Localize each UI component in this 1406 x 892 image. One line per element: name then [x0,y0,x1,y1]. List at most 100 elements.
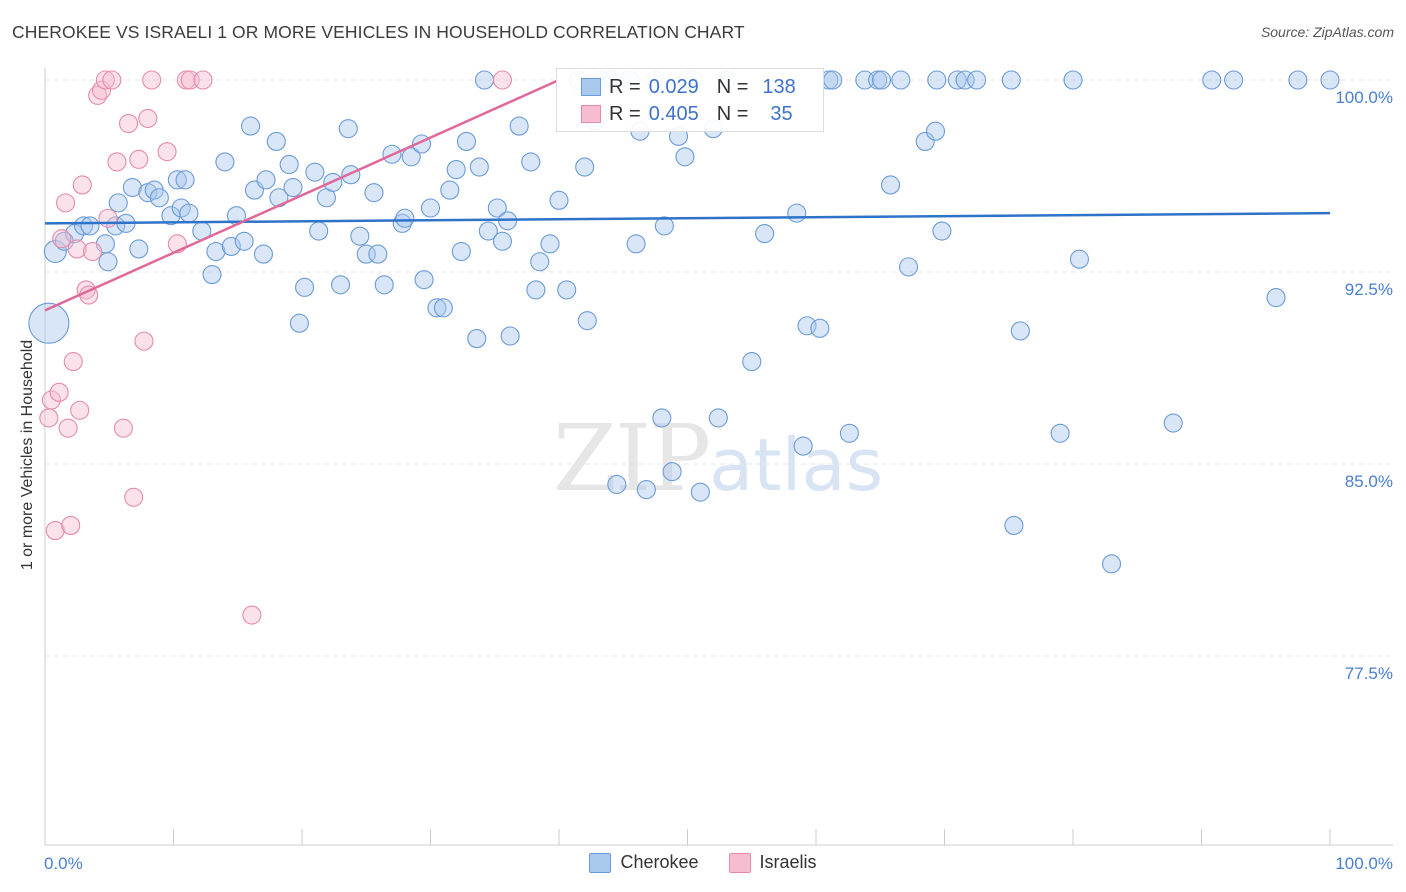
israelis-point [193,70,213,90]
cherokee-point [202,265,222,285]
cherokee-point [577,311,597,331]
cherokee-point [891,70,911,90]
israelis-point [49,382,69,402]
cherokee-point [253,244,274,264]
tick-labels: 100.0% 92.5% 85.0% 77.5% 0.0% 100.0% [44,88,1393,873]
cherokee-point [810,318,830,338]
cherokee-point [374,275,394,295]
stats-legend: R = 0.029 N = 138 R = 0.405 N = 35 [556,68,824,132]
cherokee-point [420,198,441,218]
cherokee-point [234,231,254,251]
cherokee-point [474,70,495,90]
cherokee-point [708,408,728,428]
cherokee-point [955,70,975,90]
cherokee-point [350,226,370,246]
legend-label-cherokee: Cherokee [620,852,699,872]
cherokee-point [305,162,325,182]
cherokee-point [1102,554,1122,574]
cherokee-point [487,198,507,218]
cherokee-point [221,236,241,256]
israelis-point [102,70,122,90]
cherokee-point [395,208,415,228]
cherokee-point [607,474,627,495]
israelis-point [91,80,112,100]
israelis-point [113,418,133,438]
israelis-point [95,70,115,90]
gridlines [45,79,1393,657]
cherokee-point [108,193,128,213]
cherokee-point [469,157,489,177]
cherokee-point [206,241,226,262]
cherokee-point [652,408,672,428]
cherokee-point [167,170,187,190]
cherokee-point [175,170,195,190]
axes [44,68,1393,846]
israelis-point [242,605,262,625]
cherokee-point [787,203,807,223]
cherokee-point [898,257,919,277]
legend-label-israelis: Israelis [759,852,817,872]
israelis-point [72,175,92,195]
cherokee-point [626,234,646,254]
cherokee-point [478,221,498,241]
israelis-point [138,108,158,128]
cherokee-point [1069,249,1089,269]
cherokee-point [880,175,901,195]
cherokee-point [279,154,299,175]
cherokee-point [1202,70,1222,90]
israelis-point [41,390,61,410]
cherokee-point [540,234,560,254]
cherokee-point [289,313,309,333]
cherokee-point [492,231,513,251]
israelis-point [98,208,118,228]
israelis-point [52,229,72,249]
cherokee-point [793,436,813,456]
n-key: N = [716,75,749,98]
cherokee-point [1050,423,1070,443]
israelis-point [492,70,513,90]
israelis-point [157,142,177,162]
cherokee-point [662,462,682,482]
cherokee-point [256,170,276,190]
cherokee-point [932,221,952,241]
israelis-point [82,241,103,262]
cherokee-point [654,216,674,236]
cherokee-point [675,147,695,167]
cherokee-point [509,116,529,136]
cherokee-point [1001,70,1021,90]
cherokee-point [295,277,315,297]
source-label: Source: ZipAtlas.com [1260,24,1394,40]
cherokee-point [636,480,656,500]
stats-row-cherokee: R = 0.029 N = 138 [581,74,796,100]
cherokee-point [1063,70,1083,90]
series-legend: Cherokee Israelis [0,852,1406,873]
chart-title: CHEROKEE VS ISRAELI 1 OR MORE VEHICLES I… [12,22,745,42]
cherokee-point [215,152,235,172]
legend-item-israelis[interactable]: Israelis [728,852,817,873]
n-key: N = [716,102,749,125]
israelis-trend-line [44,78,560,312]
n-value: 35 [770,102,793,125]
cherokee-point [330,275,351,295]
cherokee-point [341,165,361,185]
israelis-point [107,152,127,172]
x-tick-label-min: 0.0% [44,854,83,873]
cherokee-point [521,152,541,172]
cherokee-point [401,147,421,167]
cherokee-point [149,188,169,208]
cherokee-point [500,326,520,346]
cherokee-point [368,244,388,264]
israelis-point [58,418,78,438]
cherokee-point [122,177,142,198]
cherokee-point [690,482,710,502]
r-key: R = [609,102,641,125]
cherokee-point [414,270,434,290]
r-value: 0.029 [648,75,699,98]
watermark-zip: ZIP [553,405,711,512]
cherokee-point [755,224,775,244]
israelis-points [39,70,513,625]
cherokee-point [530,252,550,272]
legend-item-cherokee[interactable]: Cherokee [589,852,699,873]
cherokee-point [451,241,471,262]
